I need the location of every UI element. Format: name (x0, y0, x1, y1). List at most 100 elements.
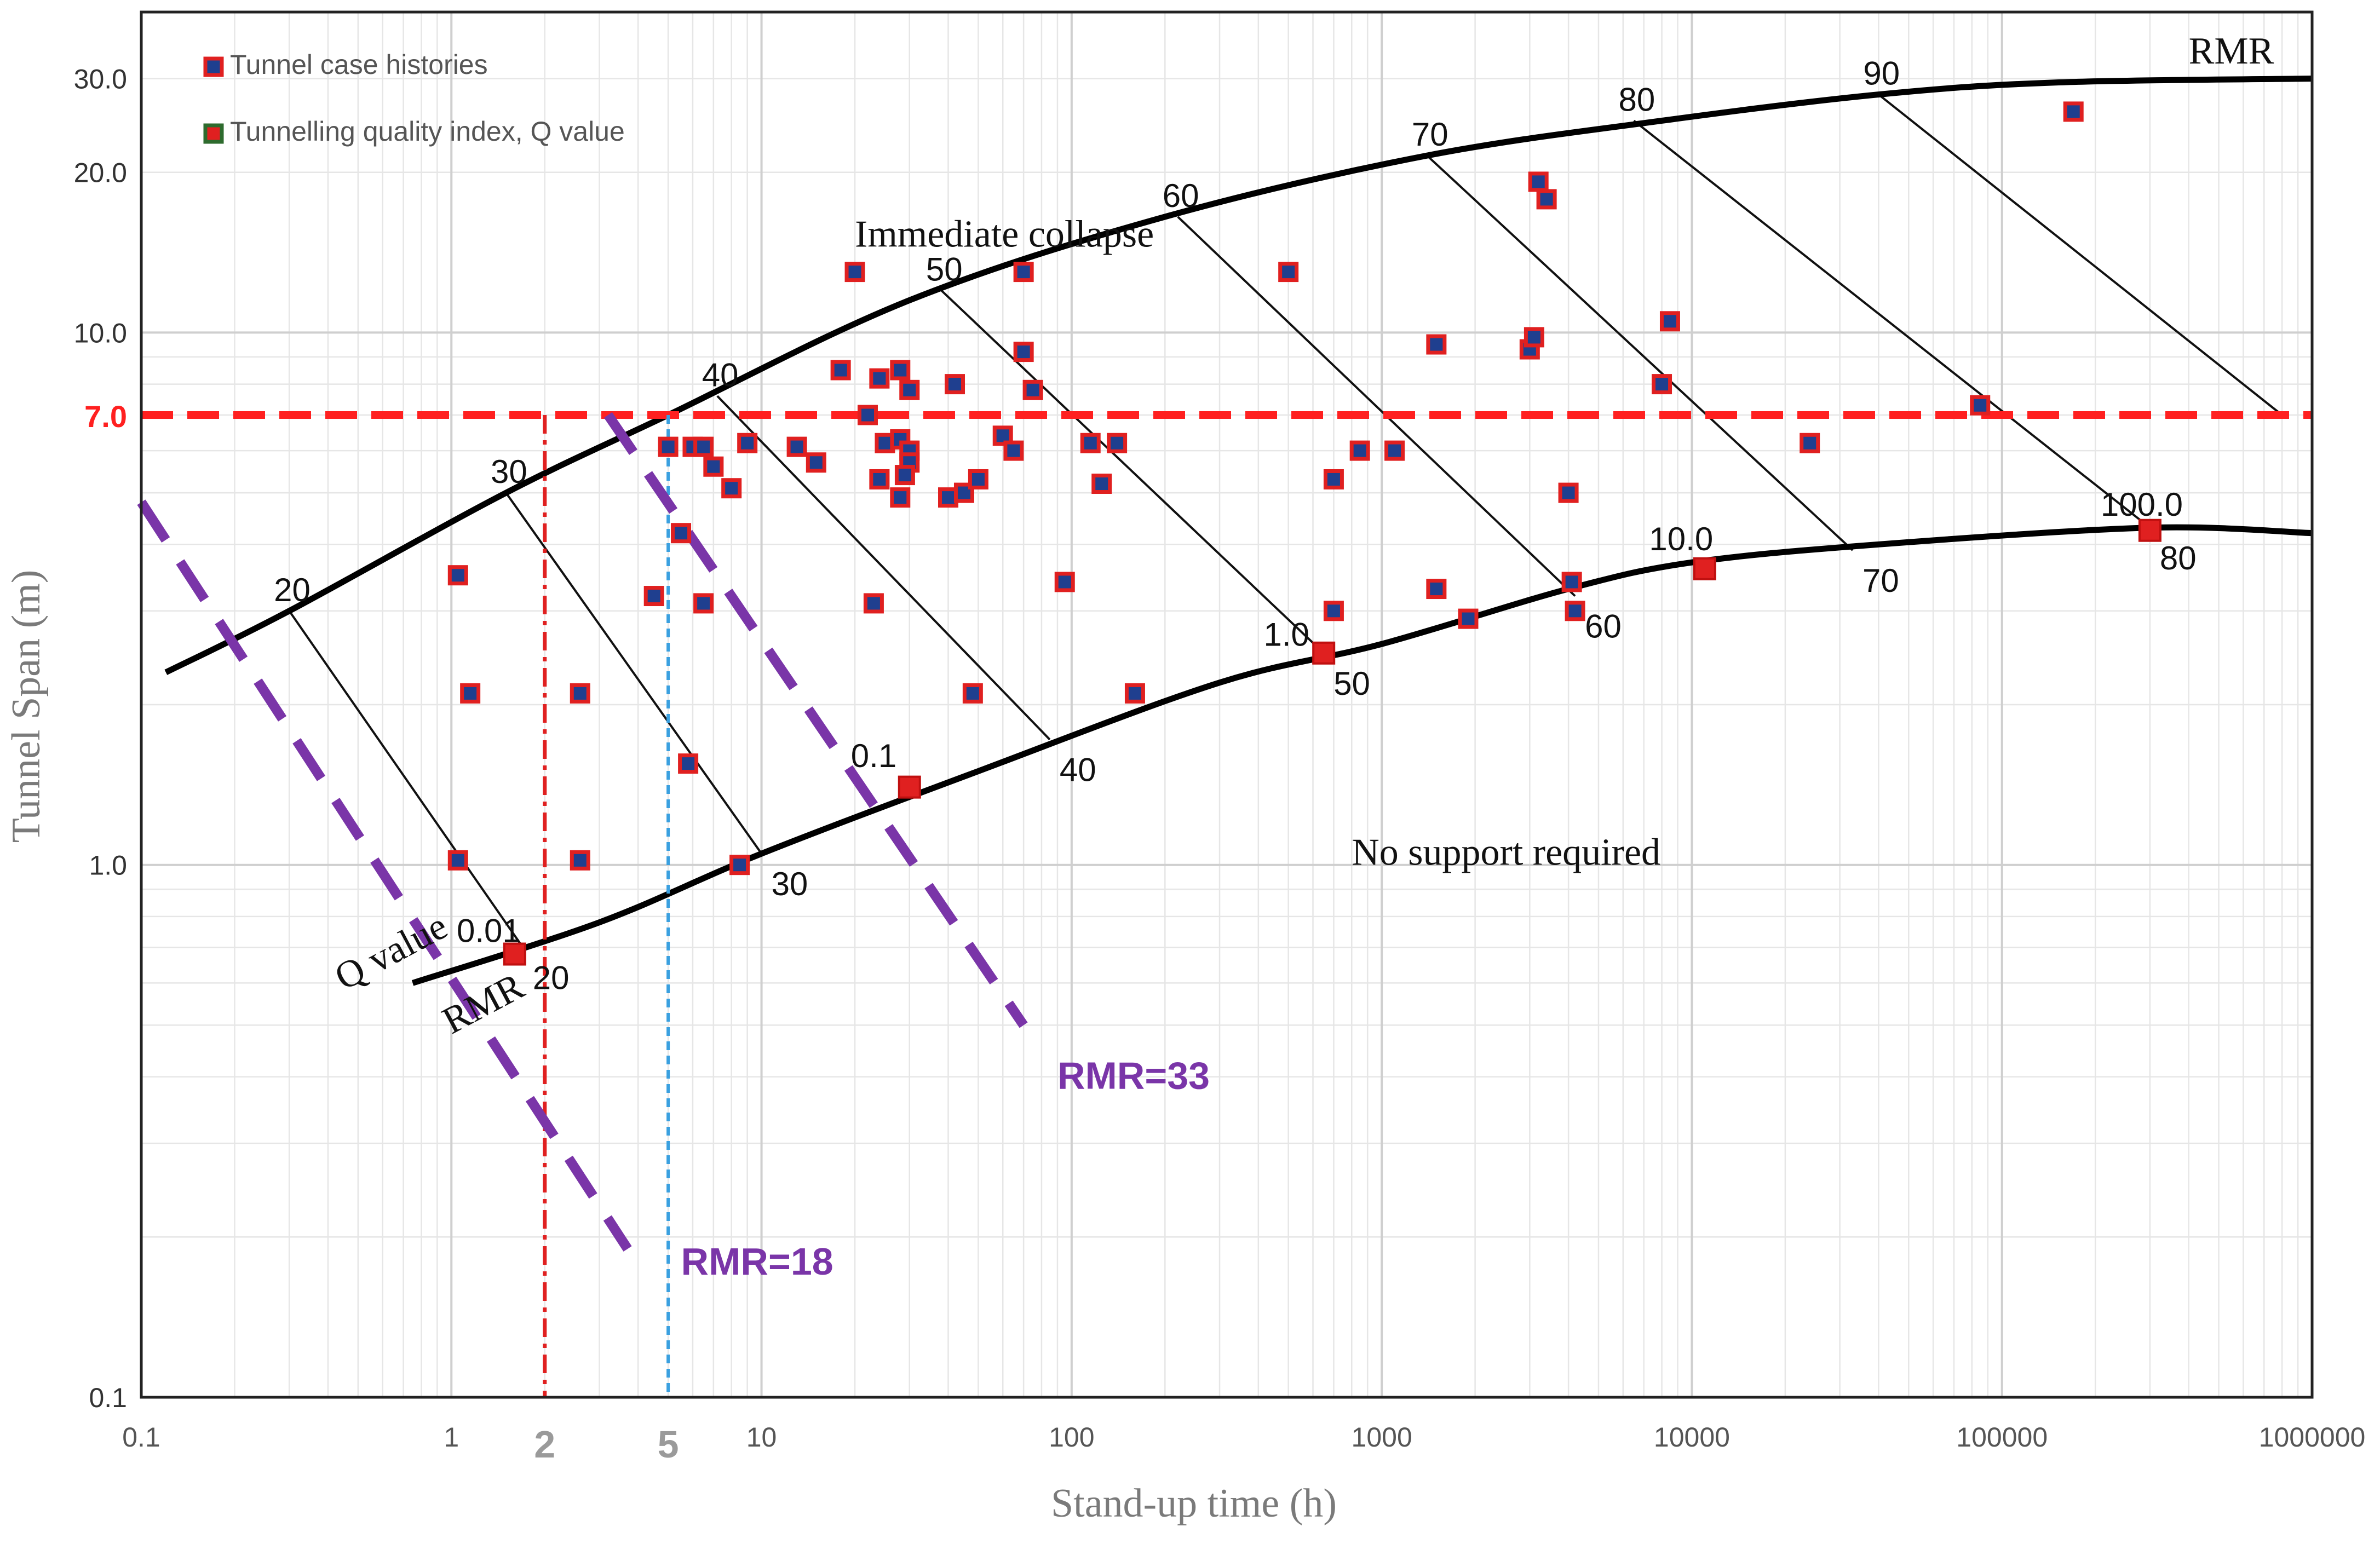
rmr-contour-lines (288, 94, 2283, 948)
case-history-point (447, 850, 468, 871)
case-history-point (693, 593, 714, 614)
y-tick-label: 30.0 (74, 64, 127, 94)
legend-label: Tunnelling quality index, Q value (230, 116, 625, 147)
case-history-point (1565, 601, 1585, 621)
rmr-contour-20 (288, 610, 524, 948)
case-history-point (1003, 440, 1024, 461)
rmr-contour-60 (1177, 216, 1576, 597)
x-tick-label: 0.1 (122, 1422, 160, 1453)
case-history-point (806, 452, 826, 473)
minor-grid (141, 11, 2312, 1397)
q-value-point (1312, 641, 1336, 665)
x-tick-label: 10 (746, 1422, 777, 1453)
case-history-point (786, 436, 807, 457)
x-tick-label: 1000 (1352, 1422, 1412, 1453)
case-history-point (721, 478, 742, 499)
rmr-contour-80 (1633, 119, 2151, 529)
annotation: No support required (1352, 832, 1660, 874)
case-history-point (830, 360, 851, 381)
rmr-contour-70 (1426, 154, 1854, 551)
upper-rmr-label: 90 (1863, 55, 1900, 92)
case-history-point (890, 360, 911, 381)
upper-rmr-label: 70 (1412, 116, 1448, 153)
annotation: RMR (2189, 30, 2274, 72)
legend-label: Tunnel case histories (230, 49, 488, 80)
case-history-point (729, 855, 750, 875)
case-history-point (945, 374, 965, 395)
case-history-point (1384, 440, 1405, 461)
case-history-point (863, 593, 884, 614)
lower-boundary-curve (411, 524, 2313, 986)
y-tick-label: 10.0 (74, 318, 127, 348)
lower-rmr-label: 70 (1862, 562, 1899, 599)
case-history-point (658, 436, 679, 457)
case-history-point (1080, 433, 1101, 453)
q-value-label: 10.0 (1649, 521, 1713, 557)
rmr-dashed-label: RMR=18 (681, 1240, 833, 1283)
case-history-point (643, 586, 664, 607)
x-highlight-tick-label: 5 (658, 1423, 679, 1466)
q-value-label: 1.0 (1264, 616, 1309, 653)
axes: 0.1 1 10 100 1000 10000 100000 1000000 0.1 1.0 10.… (74, 10, 2365, 1466)
case-history-point (962, 683, 983, 704)
upper-rmr-label: 60 (1163, 177, 1199, 214)
case-history-point (1022, 379, 1043, 400)
x-tick-label: 100 (1049, 1422, 1094, 1453)
case-history-point (844, 262, 865, 283)
rmr-contour-30 (505, 492, 763, 855)
x-tick-label: 1 (444, 1422, 459, 1453)
case-history-point (968, 469, 988, 489)
case-history-point (890, 487, 911, 508)
case-history-point (1013, 342, 1034, 362)
q-value-point (2138, 518, 2161, 542)
lower-rmr-label: 40 (1060, 752, 1096, 788)
upper-rmr-label: 40 (702, 356, 739, 393)
case-history-point (1107, 433, 1128, 453)
x-tick-label: 100000 (1956, 1422, 2048, 1453)
case-history-point (1091, 474, 1112, 494)
case-history-point (869, 469, 890, 489)
case-history-point (1561, 572, 1582, 592)
upper-rmr-label: 20 (274, 572, 311, 608)
upper-rmr-label: 80 (1618, 81, 1655, 118)
upper-boundary-curve (164, 75, 2313, 675)
lower-rmr-label: 80 (2160, 540, 2197, 577)
case-history-point (953, 482, 974, 503)
rmr-contour-40 (716, 395, 1051, 741)
y-axis-label: Tunnel Span (m) (4, 570, 49, 843)
x-tick-label: 10000 (1654, 1422, 1730, 1453)
annotation: RMR (436, 965, 531, 1042)
case-history-point (1458, 608, 1479, 629)
case-history-point (1970, 395, 1991, 416)
y-tick-label: 1.0 (89, 850, 127, 881)
x-highlight-tick-label: 2 (534, 1423, 555, 1466)
legend: Tunnel case histories Tunnelling quality … (203, 49, 625, 147)
case-history-point (570, 683, 590, 704)
case-history-point (1426, 579, 1447, 600)
case-history-point (447, 565, 468, 586)
y-tick-label: 20.0 (74, 158, 127, 188)
case-history-point (703, 456, 724, 477)
case-history-point (894, 465, 915, 486)
boundary-curves (164, 75, 2313, 986)
lower-rmr-label: 50 (1333, 665, 1370, 702)
upper-rmr-label: 50 (926, 251, 963, 287)
case-history-point (570, 850, 590, 871)
legend-marker (203, 56, 224, 77)
rmr-contour-50 (940, 289, 1325, 654)
case-history-point (1524, 327, 1544, 348)
case-history-point (1800, 433, 1820, 453)
case-history-point (1124, 683, 1145, 704)
case-history-point (1536, 189, 1557, 210)
lower-rmr-label: 60 (1585, 608, 1622, 645)
case-history-point (869, 368, 890, 389)
lower-rmr-label: 20 (533, 959, 570, 996)
upper-rmr-label: 30 (491, 453, 527, 490)
q-value-point (898, 775, 921, 799)
q-value-label: 0.01 (457, 913, 521, 949)
case-history-point (1278, 262, 1299, 283)
q-value-point (1693, 557, 1716, 580)
case-history-point (1054, 572, 1075, 592)
case-history-point (1652, 374, 1672, 395)
